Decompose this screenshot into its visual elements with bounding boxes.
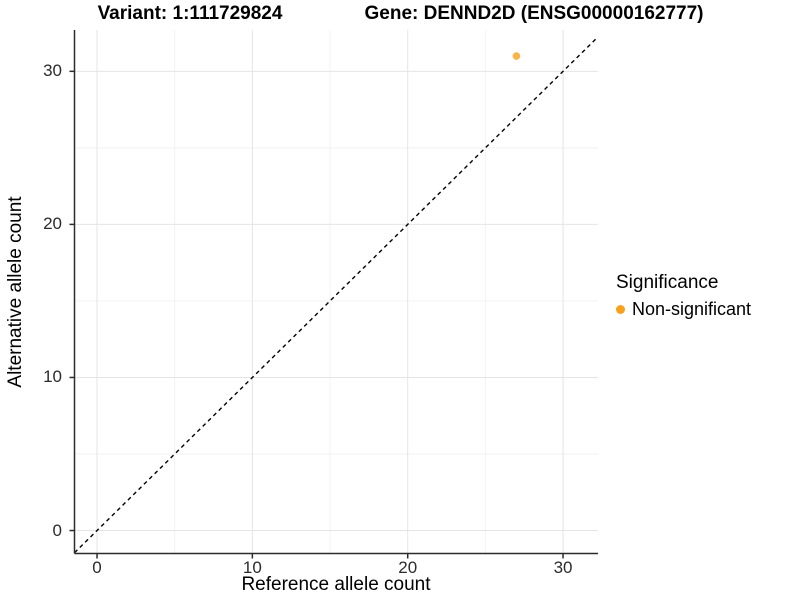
x-axis-tick-label: 30 [553,558,573,577]
y-axis-tick-label: 20 [43,214,62,234]
x-axis-tick-label: 0 [92,558,102,577]
plot-title-variant: Variant: 1:111729824 [97,3,283,24]
legend-title: Significance [616,272,719,293]
y-axis-title: Alternative allele count [5,196,26,388]
x-axis-tick-label: 20 [398,558,418,577]
legend: Significance Non-significant [616,272,751,320]
legend-point-swatch-icon [616,305,625,314]
legend-entry-label: Non-significant [632,299,752,319]
x-axis-title: Reference allele count [241,574,431,595]
x-axis-tick-label: 10 [242,558,262,577]
y-axis-tick-label: 10 [43,367,62,387]
y-axis-tick-label: 30 [43,61,62,81]
legend-entry-non-significant: Non-significant [616,299,751,320]
y-axis-tick-label: 0 [52,520,62,540]
plot-title-gene: Gene: DENND2D (ENSG00000162777) [364,3,704,24]
